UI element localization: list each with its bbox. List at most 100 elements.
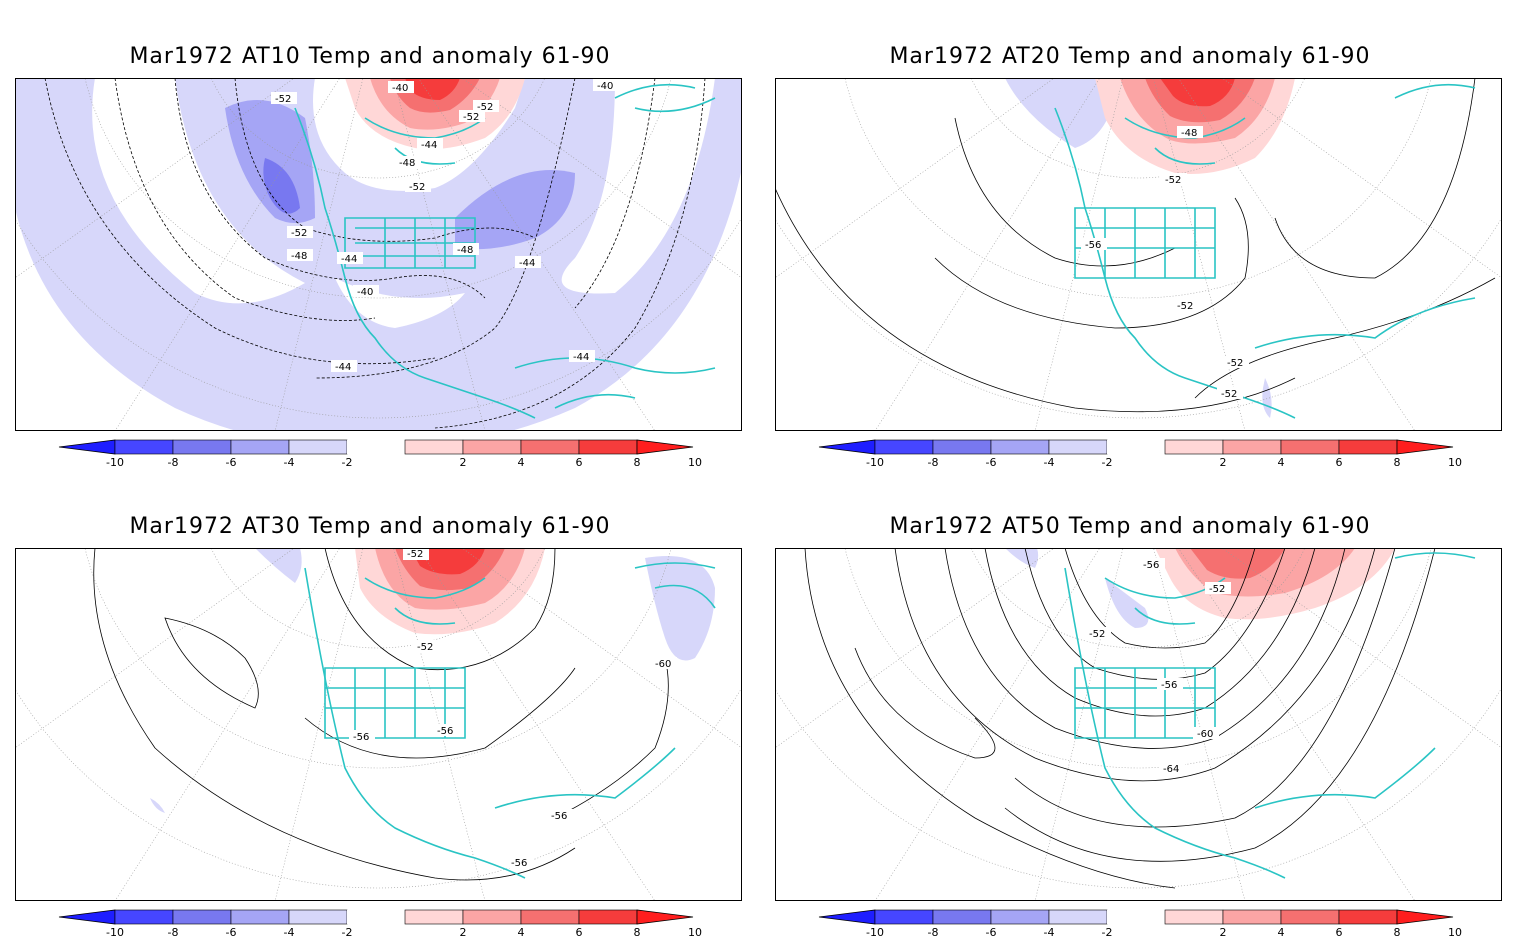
colorbar-tick-label: 4 — [518, 456, 525, 469]
contour-label: -44 — [519, 258, 535, 269]
panel-title: Mar1972 AT20 Temp and anomaly 61-90 — [889, 44, 1371, 69]
colorbar-arrow-right — [1396, 439, 1454, 455]
colorbar-segment — [347, 910, 405, 924]
panel-at20: Mar1972 AT20 Temp and anomaly 61-90 — [760, 0, 1502, 469]
contour-label: -56 — [353, 732, 369, 743]
colorbar: -10 -8 -6 -4 -2 2 4 6 8 10 — [815, 906, 1465, 942]
colorbar-tick-label: -6 — [986, 456, 997, 469]
colorbar-arrow-left — [58, 439, 116, 455]
colorbar-tick-label: -8 — [928, 456, 939, 469]
colorbar-tick-label: 2 — [460, 456, 467, 469]
map-svg: -52 -40 -52 -52 -44 -48 -52 -40 -52 -48 … — [15, 78, 742, 431]
colorbar-tick-label: 2 — [1220, 456, 1227, 469]
contour-label: -56 — [1161, 680, 1177, 691]
colorbar-segment — [1107, 910, 1165, 924]
contour-label: -44 — [335, 362, 351, 373]
colorbar-segment — [1107, 440, 1165, 454]
contour-label: -52 — [291, 228, 307, 239]
contour-label: -40 — [392, 83, 408, 94]
contour-label: -44 — [341, 254, 357, 265]
contour-label: -44 — [421, 140, 437, 151]
panel-title: Mar1972 AT10 Temp and anomaly 61-90 — [129, 44, 611, 69]
colorbar-tick-label: -8 — [168, 926, 179, 939]
colorbar-tick-label: -2 — [342, 926, 353, 939]
colorbar-segment — [874, 439, 934, 455]
contour-label: -40 — [357, 287, 373, 298]
colorbar-tick-label: -10 — [106, 926, 124, 939]
colorbar-segment — [578, 909, 638, 925]
colorbar-tick-label: -2 — [1102, 456, 1113, 469]
contour-label: -52 — [477, 102, 493, 113]
contour-label: -48 — [291, 251, 307, 262]
colorbar-segment — [578, 439, 638, 455]
colorbar-tick-label: -10 — [866, 456, 884, 469]
map-at10: -52 -40 -52 -52 -44 -48 -52 -40 -52 -48 … — [15, 78, 742, 431]
colorbar-segment — [1164, 439, 1224, 455]
colorbar-tick-label: 4 — [518, 926, 525, 939]
colorbar-segment — [1338, 439, 1398, 455]
contour-label: -52 — [1177, 301, 1193, 312]
colorbar-tick-label: 8 — [634, 926, 641, 939]
colorbar-tick-label: -10 — [106, 456, 124, 469]
map-svg: -48 -52 -56 -52 -52 -52 — [775, 78, 1502, 431]
colorbar-tick-label: -4 — [1044, 456, 1055, 469]
colorbar-segment — [172, 909, 232, 925]
colorbar-segment — [114, 909, 174, 925]
colorbar-arrow-left — [818, 909, 876, 925]
colorbar-tick-label: 8 — [1394, 926, 1401, 939]
colorbar-segment — [230, 909, 290, 925]
colorbar-segment — [230, 439, 290, 455]
colorbar-segment — [1048, 909, 1108, 925]
map-at20: -48 -52 -56 -52 -52 -52 — [775, 78, 1502, 431]
colorbar-arrow-left — [58, 909, 116, 925]
colorbar-tick-label: 10 — [688, 456, 702, 469]
colorbar-segment — [932, 439, 992, 455]
contour-label: -52 — [1221, 389, 1237, 400]
colorbar-segment — [462, 909, 522, 925]
colorbar-segment — [932, 909, 992, 925]
panel-at50: Mar1972 AT50 Temp and anomaly 61-90 — [760, 470, 1502, 939]
colorbar-tick-label: 10 — [688, 926, 702, 939]
map-at50: -56 -52 -52 -56 -60 -64 — [775, 548, 1502, 901]
map-at30: -52 -52 -60 -56 -56 -56 -56 — [15, 548, 742, 901]
colorbar-arrow-right — [1396, 909, 1454, 925]
panel-at30: Mar1972 AT30 Temp and anomaly 61-90 — [0, 470, 742, 939]
colorbar-tick-label: -4 — [1044, 926, 1055, 939]
contour-label: -44 — [573, 352, 589, 363]
colorbar: -10 -8 -6 -4 -2 2 4 6 8 10 — [55, 436, 705, 472]
colorbar-segment — [520, 439, 580, 455]
contour-label: -52 — [275, 94, 291, 105]
contour-label: -56 — [437, 726, 453, 737]
colorbar-segment — [874, 909, 934, 925]
contour-label: -64 — [1163, 764, 1179, 775]
colorbar-tick-label: 8 — [634, 456, 641, 469]
contour-label: -40 — [597, 81, 613, 92]
contour-label: -52 — [1227, 358, 1243, 369]
contour-label: -52 — [417, 642, 433, 653]
colorbar-tick-label: -6 — [226, 456, 237, 469]
contour-label: -48 — [1181, 128, 1197, 139]
colorbar-tick-label: 10 — [1448, 456, 1462, 469]
contour-label: -52 — [1209, 584, 1225, 595]
colorbar-tick-label: 4 — [1278, 926, 1285, 939]
contour-label: -56 — [551, 811, 567, 822]
colorbar-tick-label: 8 — [1394, 456, 1401, 469]
colorbar-segment — [1222, 909, 1282, 925]
colorbar-segment — [1280, 909, 1340, 925]
colorbar-tick-label: -4 — [284, 456, 295, 469]
contour-label: -52 — [1089, 629, 1105, 640]
colorbar-segment — [1222, 439, 1282, 455]
colorbar-arrow-right — [636, 439, 694, 455]
colorbar-tick-label: 6 — [1336, 456, 1343, 469]
colorbar-tick-label: -8 — [168, 456, 179, 469]
colorbar-segment — [1338, 909, 1398, 925]
map-svg: -56 -52 -52 -56 -60 -64 — [775, 548, 1502, 901]
colorbar-segment — [404, 909, 464, 925]
colorbar-tick-label: 6 — [576, 456, 583, 469]
colorbar-segment — [520, 909, 580, 925]
colorbar: -10 -8 -6 -4 -2 2 4 6 8 10 — [55, 906, 705, 942]
colorbar-tick-label: 2 — [460, 926, 467, 939]
contour-label: -56 — [511, 858, 527, 869]
colorbar-segment — [288, 439, 348, 455]
colorbar-segment — [1164, 909, 1224, 925]
